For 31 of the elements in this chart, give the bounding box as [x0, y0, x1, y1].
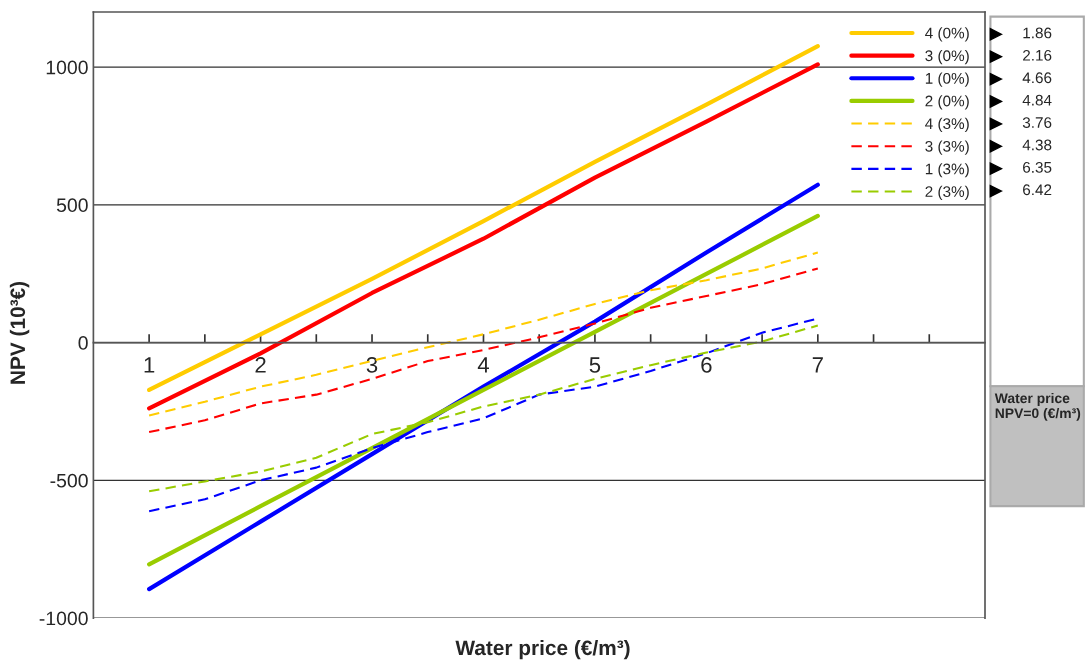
x-tick-label: 4: [477, 357, 489, 373]
text: 4.84: [1022, 94, 1052, 106]
x-tick-label: 7: [812, 357, 823, 373]
legend-label: 3 (3%): [925, 140, 969, 155]
legend-label: 4 (3%): [925, 117, 969, 133]
text: 3.76: [1022, 117, 1052, 128]
text: 6.42: [1023, 184, 1052, 196]
legend-label: 2 (3%): [925, 185, 969, 201]
text: 6.35: [1023, 161, 1052, 173]
x-tick-label: 6: [701, 357, 712, 373]
legend-label: 4 (0%): [925, 27, 969, 42]
y-tick-label: -500: [50, 473, 88, 488]
y-tick-label: 0: [78, 336, 88, 350]
x-tick-label: 1: [144, 357, 155, 373]
y-tick-label: 1000: [46, 60, 88, 75]
y-tick-label: -1000: [39, 611, 88, 626]
text: 4.38: [1022, 139, 1052, 151]
text: Water price NPV=0 (€/m³): [994, 392, 1081, 421]
text: 4.66: [1022, 72, 1052, 84]
legend-label: 2 (0%): [925, 95, 969, 110]
legend-label: 1 (0%): [925, 72, 969, 87]
text: 2.16: [1023, 49, 1052, 61]
x-tick-label: 3: [366, 357, 378, 373]
y-axis-title: NPV (10³€): [9, 281, 30, 384]
legend-label: 3 (0%): [925, 49, 969, 65]
x-tick-label: 2: [255, 357, 266, 373]
x-axis-title: Water price (€/m³): [455, 639, 630, 660]
y-tick-label: 500: [56, 198, 88, 213]
legend-label: 1 (3%): [925, 163, 969, 178]
x-tick-label: 5: [589, 357, 601, 373]
text: 1.86: [1023, 27, 1052, 39]
